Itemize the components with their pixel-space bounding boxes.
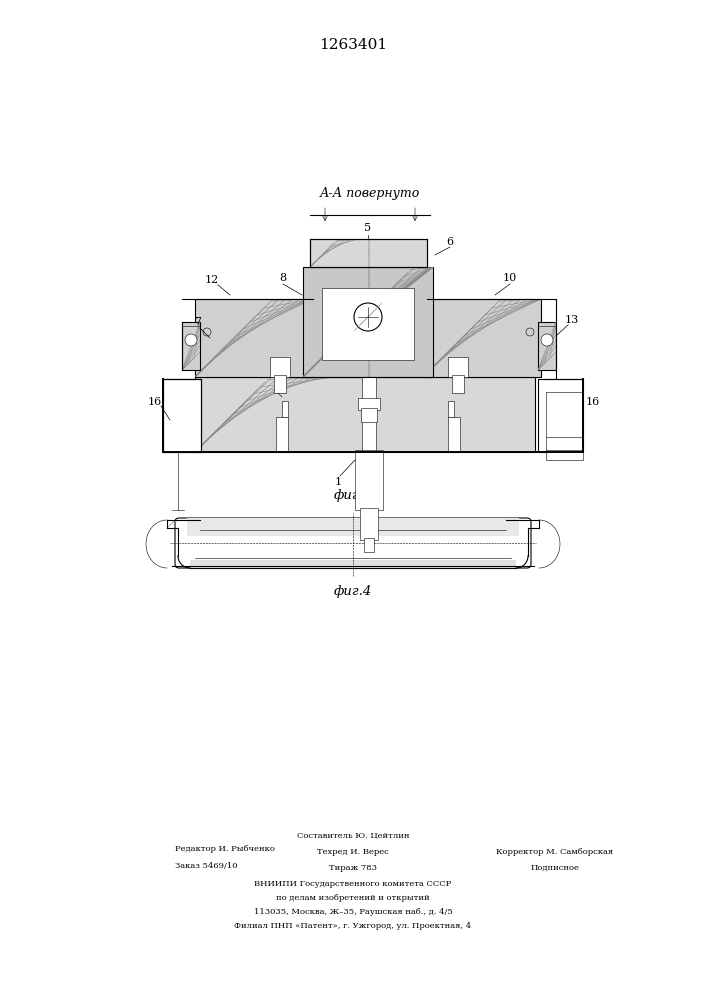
Bar (361, 408, 377, 422)
Text: Редактор И. Рыбченко: Редактор И. Рыбченко (175, 845, 275, 853)
Bar (538, 379, 583, 452)
Bar (546, 450, 583, 460)
Text: Корректор М. Самборская: Корректор М. Самборская (496, 848, 614, 856)
Circle shape (354, 303, 382, 331)
Bar (282, 401, 288, 417)
Text: 1263401: 1263401 (319, 38, 387, 52)
Bar (167, 520, 200, 528)
Bar (163, 379, 201, 452)
Bar (303, 267, 433, 377)
Bar (274, 375, 286, 393)
Circle shape (541, 334, 553, 346)
Text: 10: 10 (503, 273, 517, 283)
Text: 1: 1 (334, 477, 341, 487)
Bar (195, 377, 535, 452)
Text: 16: 16 (148, 397, 162, 407)
Bar (195, 299, 313, 377)
Text: 5: 5 (364, 223, 372, 233)
Bar (190, 560, 516, 568)
Bar (364, 538, 374, 552)
Text: Филиал ПНП «Патент», г. Ужгород, ул. Проектная, 4: Филиал ПНП «Патент», г. Ужгород, ул. Про… (235, 922, 472, 930)
Text: 113035, Москва, Ж–35, Раушская наб., д. 4/5: 113035, Москва, Ж–35, Раушская наб., д. … (254, 908, 452, 916)
Text: 6: 6 (446, 237, 454, 247)
Text: 12: 12 (205, 275, 219, 285)
Bar (448, 357, 468, 377)
Bar (360, 508, 378, 540)
Bar (452, 375, 464, 393)
FancyBboxPatch shape (175, 518, 531, 568)
Bar (355, 450, 383, 510)
Bar (423, 299, 541, 377)
Text: А-А повернуто: А-А повернуто (320, 187, 420, 200)
Text: Заказ 5469/10: Заказ 5469/10 (175, 862, 238, 870)
Bar (276, 417, 288, 452)
Bar (538, 322, 556, 370)
Bar (358, 398, 380, 410)
Text: фиг.4: фиг.4 (334, 585, 372, 598)
Text: Составитель Ю. Цейтлин: Составитель Ю. Цейтлин (297, 832, 409, 840)
Bar (182, 322, 200, 370)
Bar (322, 288, 414, 360)
Bar (310, 239, 427, 267)
Text: Тираж 783: Тираж 783 (329, 864, 377, 872)
Bar (270, 357, 290, 377)
Text: 16: 16 (586, 397, 600, 407)
Bar (506, 520, 539, 528)
Text: ВНИИПИ Государственного комитета СССР: ВНИИПИ Государственного комитета СССР (255, 880, 452, 888)
Text: 13: 13 (565, 315, 579, 325)
Text: 7: 7 (194, 317, 201, 327)
Bar (362, 377, 376, 452)
Text: Техред И. Верес: Техред И. Верес (317, 848, 389, 856)
Bar (448, 401, 454, 417)
Text: 8: 8 (279, 273, 286, 283)
Bar (187, 518, 519, 536)
Text: фиг.3: фиг.3 (334, 488, 372, 502)
Bar (163, 379, 201, 452)
Bar (448, 417, 460, 452)
Text: по делам изобретений и открытий: по делам изобретений и открытий (276, 894, 430, 902)
Circle shape (185, 334, 197, 346)
Text: Подписное: Подписное (530, 864, 580, 872)
